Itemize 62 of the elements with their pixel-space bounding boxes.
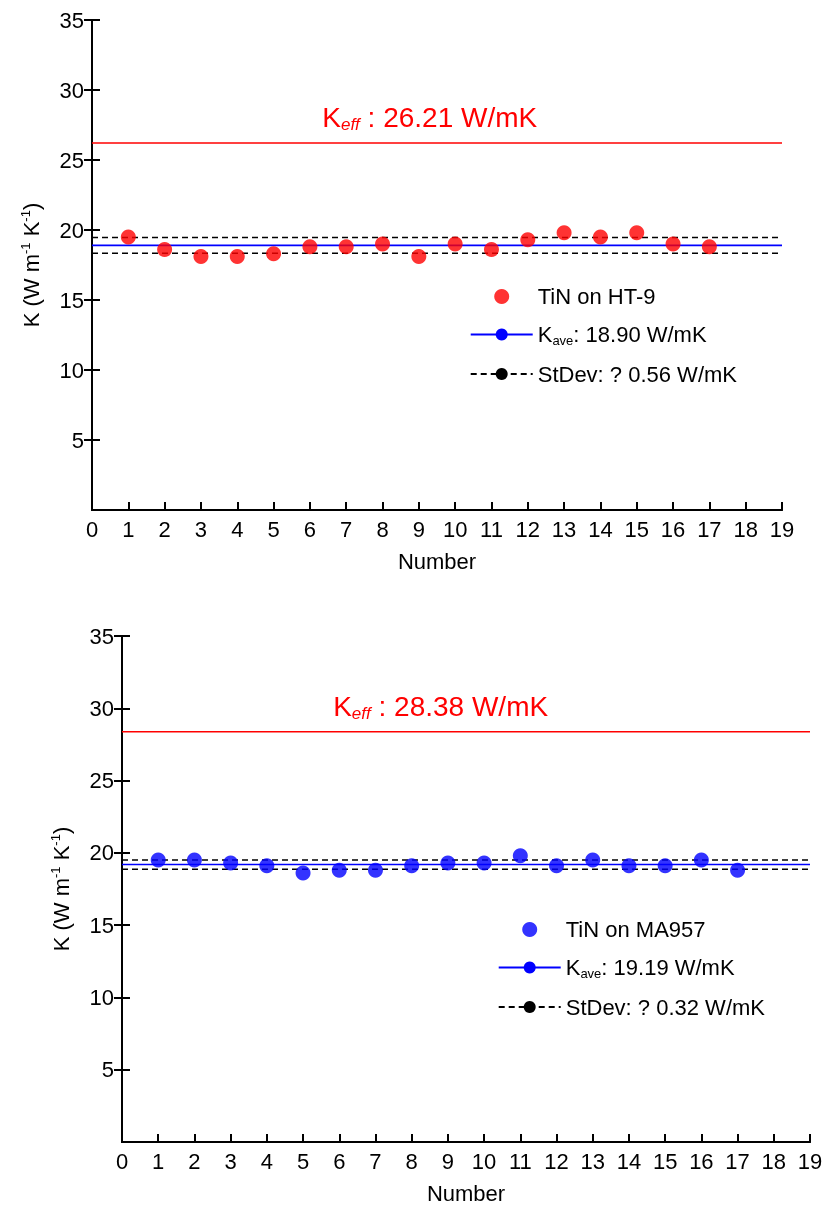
x-axis-title: Number	[397, 548, 477, 574]
y-tick-label: 10	[89, 984, 114, 1010]
x-tick-label: 16	[660, 516, 686, 542]
x-tick-label: 0	[115, 1148, 129, 1174]
x-tick-label: 18	[761, 1148, 787, 1174]
x-tick-label: 2	[188, 1148, 201, 1174]
x-tick-label: 1	[152, 1148, 165, 1174]
x-tick-label: 14	[616, 1148, 642, 1174]
x-tick-label: 7	[340, 516, 353, 542]
y-tick-label: 25	[89, 768, 114, 794]
legend-label: TiN on HT-9	[537, 284, 656, 309]
x-tick-label: 13	[551, 516, 577, 542]
y-tick-label: 5	[71, 427, 84, 453]
x-tick-label: 12	[515, 516, 541, 542]
x-tick-label: 8	[376, 516, 389, 542]
x-tick-label: 0	[85, 516, 99, 542]
x-axis-title: Number	[426, 1180, 506, 1206]
x-tick-label: 9	[441, 1148, 455, 1174]
x-tick-label: 3	[194, 516, 208, 542]
x-tick-label: 2	[158, 516, 171, 542]
x-tick-label: 10	[471, 1148, 497, 1174]
y-tick-label: 35	[89, 623, 114, 649]
x-tick-label: 18	[733, 516, 758, 542]
legend-label: StDev: ? 0.56 W/mK	[537, 361, 738, 387]
x-tick-label: 4	[260, 1148, 273, 1174]
y-tick-label: 25	[59, 147, 84, 173]
y-tick-label: 5	[101, 1057, 114, 1083]
x-tick-label: 19	[797, 1148, 823, 1174]
x-tick-label: 16	[689, 1148, 714, 1174]
y-tick-label: 10	[59, 357, 84, 383]
x-tick-label: 8	[405, 1148, 418, 1174]
x-tick-label: 13	[580, 1148, 605, 1174]
x-tick-label: 6	[303, 516, 317, 542]
x-tick-label: 15	[624, 516, 649, 542]
x-tick-label: 7	[369, 1148, 382, 1174]
x-tick-label: 4	[231, 516, 244, 542]
x-tick-label: 12	[544, 1148, 569, 1174]
y-tick-label: 20	[59, 217, 84, 243]
x-tick-label: 5	[296, 1148, 310, 1174]
x-tick-label: 11	[480, 516, 503, 542]
x-tick-label: 9	[412, 516, 425, 542]
x-tick-label: 15	[652, 1148, 678, 1174]
y-axis-title: K (W m-1 K-1)	[18, 202, 44, 328]
x-tick-label: 17	[725, 1148, 750, 1174]
legend-label: StDev: ? 0.32 W/mK	[565, 994, 766, 1020]
y-tick-label: 30	[89, 695, 114, 721]
x-tick-label: 5	[267, 516, 280, 542]
x-tick-label: 14	[588, 516, 613, 542]
x-tick-label: 6	[333, 1148, 346, 1174]
y-tick-label: 20	[89, 840, 114, 866]
x-tick-label: 19	[769, 516, 795, 542]
x-tick-label: 10	[442, 516, 468, 542]
y-tick-label: 15	[59, 287, 84, 313]
x-tick-label: 3	[224, 1148, 237, 1174]
y-tick-label: 35	[59, 7, 84, 33]
y-tick-label: 15	[89, 912, 114, 938]
y-tick-label: 30	[59, 77, 84, 103]
x-tick-label: 1	[122, 516, 135, 542]
x-tick-label: 11	[508, 1148, 532, 1174]
legend-label: TiN on MA957	[565, 917, 706, 942]
y-axis-title: K (W m-1 K-1)	[48, 826, 74, 952]
x-tick-label: 17	[697, 516, 722, 542]
